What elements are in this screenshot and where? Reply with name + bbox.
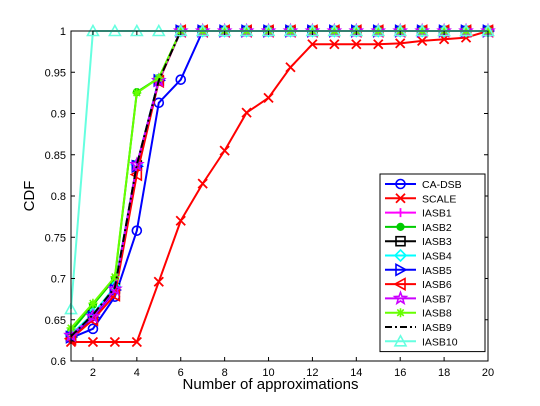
legend-label-IASB9: IASB9: [422, 322, 452, 334]
data-point-SCALE-2: [87, 336, 99, 348]
data-point-SCALE-6: [175, 215, 186, 226]
data-point-SCALE-14: [351, 39, 362, 50]
data-point-SCALE-16: [395, 38, 406, 49]
legend-label-SCALE: SCALE: [422, 193, 456, 205]
x-tick-label-14: 14: [350, 367, 362, 379]
y-tick-label-0.9: 0.9: [51, 109, 66, 121]
y-axis-label: CDF: [21, 181, 38, 212]
legend-label-IASB10: IASB10: [422, 336, 458, 348]
legend-entry-IASB5: IASB5: [385, 262, 452, 277]
legend-label-IASB3: IASB3: [422, 236, 452, 248]
legend-label-CA-DSB: CA-DSB: [422, 179, 462, 191]
data-point-SCALE-11: [285, 62, 296, 73]
legend-label-IASB2: IASB2: [422, 222, 452, 234]
data-point-IASB7-3: [107, 280, 123, 296]
legend-marker-IASB7: [392, 290, 409, 306]
legend-marker-IASB1: [396, 208, 405, 218]
data-point-IASB7-2: [85, 308, 101, 324]
x-tick-label-6: 6: [178, 367, 184, 379]
data-point-SCALE-12: [307, 39, 318, 50]
data-point-SCALE-3: [109, 336, 121, 348]
y-tick-label-0.7: 0.7: [51, 274, 66, 286]
data-point-SCALE-9: [241, 107, 252, 118]
data-point-CA-DSB-6: [175, 74, 187, 85]
legend-entry-IASB7: IASB7: [385, 290, 452, 306]
legend-marker-IASB5: [395, 262, 408, 277]
y-tick-label-0.6: 0.6: [51, 356, 66, 368]
data-point-SCALE-15: [373, 39, 384, 50]
x-axis-label: Number of approximations: [183, 376, 359, 393]
legend-marker-SCALE: [395, 193, 406, 204]
x-tick-label-12: 12: [306, 367, 318, 379]
legend-marker-IASB6: [393, 277, 406, 291]
data-point-SCALE-7: [197, 178, 208, 189]
legend-label-IASB4: IASB4: [422, 251, 452, 263]
y-tick-label-0.75: 0.75: [45, 232, 66, 244]
data-point-IASB8-3: [110, 272, 120, 282]
series-line-SCALE: [71, 30, 489, 344]
legend-entry-IASB3: IASB3: [385, 235, 452, 248]
legend-label-IASB6: IASB6: [422, 279, 452, 291]
data-point-IASB8-2: [88, 298, 98, 308]
legend-marker-IASB4: [393, 248, 408, 263]
legend-entry-IASB10: IASB10: [385, 334, 458, 348]
legend-label-IASB7: IASB7: [422, 293, 452, 305]
x-tick-label-8: 8: [222, 367, 228, 379]
data-point-SCALE-5: [153, 276, 164, 287]
legend-box: [379, 173, 486, 353]
data-point-IASB8-4: [132, 88, 142, 98]
data-point-SCALE-13: [329, 39, 340, 50]
legend-entry-IASB9: IASB9: [385, 322, 452, 334]
x-tick-label-18: 18: [438, 367, 450, 379]
data-point-SCALE-4: [131, 336, 142, 348]
legend-label-IASB1: IASB1: [422, 208, 452, 220]
x-tick-label-2: 2: [90, 367, 96, 379]
data-point-SCALE-17: [417, 35, 428, 47]
legend-entry-IASB4: IASB4: [385, 248, 452, 263]
legend-marker-IASB10: [393, 334, 408, 347]
axes: 2 4 6 8 10 12 14 16 18 20 0.6 0.65 0.7 0.75 0.8 0.85 0.9…: [45, 26, 495, 379]
legend-marker-IASB3: [395, 235, 406, 247]
data-point-IASB8-5: [154, 73, 164, 83]
legend-entry-IASB2: IASB2: [385, 222, 452, 234]
y-tick-label-1: 1: [60, 26, 66, 38]
legend-marker-IASB8: [396, 308, 405, 318]
legend-entry-IASB6: IASB6: [385, 277, 452, 291]
legend-entry-IASB1: IASB1: [385, 208, 452, 220]
legend-entry-SCALE: SCALE: [385, 193, 456, 205]
y-tick-label-0.65: 0.65: [45, 315, 66, 327]
legend-label-IASB8: IASB8: [422, 308, 452, 320]
legend-marker-CA-DSB: [395, 178, 406, 190]
x-tick-label-4: 4: [134, 367, 140, 379]
x-tick-label-20: 20: [482, 367, 494, 379]
legend-marker-IASB2: [396, 222, 405, 231]
legend: CA-DSB SCALE IASB1 IASB2 IASB3 IASB4 IASB5 IASB…: [379, 173, 486, 353]
data-point-CA-DSB-2: [87, 323, 99, 335]
y-tick-label-0.8: 0.8: [51, 191, 66, 203]
legend-entry-IASB8: IASB8: [385, 308, 452, 320]
legend-entry-CA-DSB: CA-DSB: [385, 178, 462, 191]
data-point-SCALE-8: [219, 145, 230, 156]
data-point-CA-DSB-4: [131, 225, 143, 236]
y-tick-label-0.95: 0.95: [45, 67, 66, 79]
legend-label-IASB5: IASB5: [422, 265, 452, 277]
data-point-SCALE-10: [263, 92, 274, 103]
y-tick-label-0.85: 0.85: [45, 150, 66, 162]
x-tick-label-16: 16: [394, 367, 406, 379]
x-tick-label-10: 10: [262, 367, 274, 379]
